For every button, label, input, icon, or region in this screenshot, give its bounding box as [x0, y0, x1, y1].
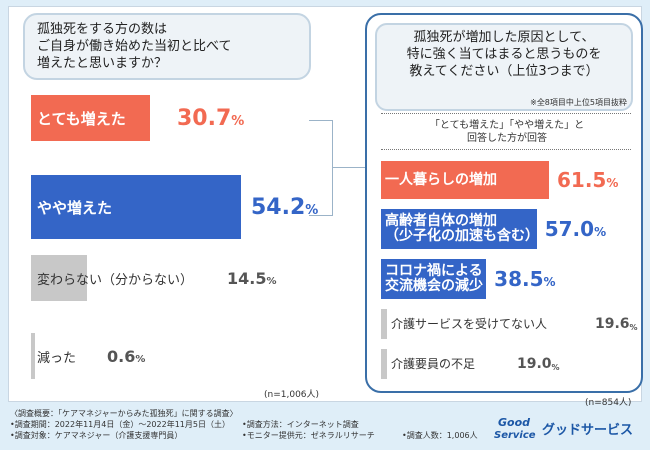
logo-name: グッドサービス — [542, 422, 634, 438]
right-sub-note: ※全8項目中上位5項目抜粋 — [530, 98, 627, 107]
right-answer-note: 「とても増えた」「やや増えた」と 回答した方が回答 — [429, 120, 585, 144]
left-bar-value-1: 30.7% — [177, 105, 245, 131]
left-bar-4 — [31, 333, 35, 379]
right-sample-size: (n=854人) — [585, 398, 632, 408]
right-bar-3 — [381, 259, 487, 299]
right-question-card — [375, 23, 633, 111]
left-bar-value-2: 54.2% — [251, 194, 319, 220]
right-bar-value-4: 19.6% — [595, 316, 638, 332]
right-bar-value-3: 38.5% — [494, 267, 556, 291]
right-bar-label-1: 一人暮らしの増加 — [385, 171, 497, 188]
left-bar-value-3: 14.5% — [227, 268, 277, 288]
right-bar-2 — [381, 209, 537, 249]
left-bar-label-4: 減った — [37, 350, 77, 366]
left-bar-label-2: やや増えた — [37, 198, 113, 217]
left-bar-value-4: 0.6% — [107, 346, 146, 366]
good-service-logo: Good Service グッドサービス — [494, 414, 633, 442]
right-bar-value-1: 61.5% — [557, 168, 619, 192]
right-bar-label-3: コロナ禍による 交流機会の減少 — [385, 263, 483, 294]
logo-mark: Good Service — [494, 414, 538, 442]
chart-frame: 孤独死をする方の数は ご自身が働き始めた当初と比べて 増えたと思いますか？ とて… — [8, 6, 643, 408]
left-bar-label-3: 変わらない（分からない） — [37, 272, 194, 288]
survey-footer: 〈調査概要：「ケアマネジャーからみた孤独死」に関する調査〉 •調査期間：2022… — [10, 408, 490, 441]
left-sample-size: (n=1,006人) — [264, 390, 320, 400]
survey-method: •調査方法：インターネット調査 — [242, 420, 359, 429]
logo-mark-icon: Good Service — [494, 416, 536, 441]
right-bar-value-2: 57.0% — [544, 217, 607, 241]
right-bar-1 — [381, 161, 549, 199]
survey-target: •調査対象：ケアマネジャー（介護支援専門員） — [10, 431, 183, 440]
logo-mark-bottom: Service — [494, 430, 536, 441]
left-question-text: 孤独死をする方の数は ご自身が働き始めた当初と比べて 増えたと思いますか？ — [37, 22, 232, 71]
left-bar-3 — [31, 255, 88, 301]
left-bar-2 — [31, 175, 241, 239]
right-bar-label-4: 介護サービスを受けてない人 — [391, 316, 548, 331]
survey-count: •調査人数：1,006人 — [402, 431, 478, 440]
survey-overview: 〈調査概要：「ケアマネジャーからみた孤独死」に関する調査〉 — [10, 409, 238, 418]
logo-mark-top: Good — [498, 416, 530, 429]
survey-period: •調査期間：2022年11月4日（金）～2022年11月5日（土） — [10, 420, 230, 429]
right-bar-value-5: 19.0% — [517, 356, 560, 372]
left-bar-1 — [31, 95, 150, 141]
divider-top — [381, 113, 631, 114]
connector-line — [333, 167, 365, 168]
right-panel: 孤独死が増加した原因として、 特に強く当てはまると思うものを 教えてください（上… — [365, 13, 643, 408]
left-question-card: 孤独死をする方の数は ご自身が働き始めた当初と比べて 増えたと思いますか？ — [23, 13, 311, 80]
left-bar-label-1: とても増えた — [37, 109, 126, 128]
right-bar-5 — [381, 349, 387, 379]
connector-bracket — [309, 120, 333, 216]
right-question-text: 孤独死が増加した原因として、 特に強く当てはまると思うものを 教えてください（上… — [406, 30, 602, 79]
divider-bottom — [381, 149, 631, 150]
right-bar-label-5: 介護要員の不足 — [391, 356, 476, 371]
right-bar-4 — [381, 309, 387, 339]
survey-provider: •モニター提供元：ゼネラルリサーチ — [242, 431, 375, 440]
right-bar-label-2: 高齢者自体の増加 （少子化の加速も含む） — [385, 213, 539, 244]
